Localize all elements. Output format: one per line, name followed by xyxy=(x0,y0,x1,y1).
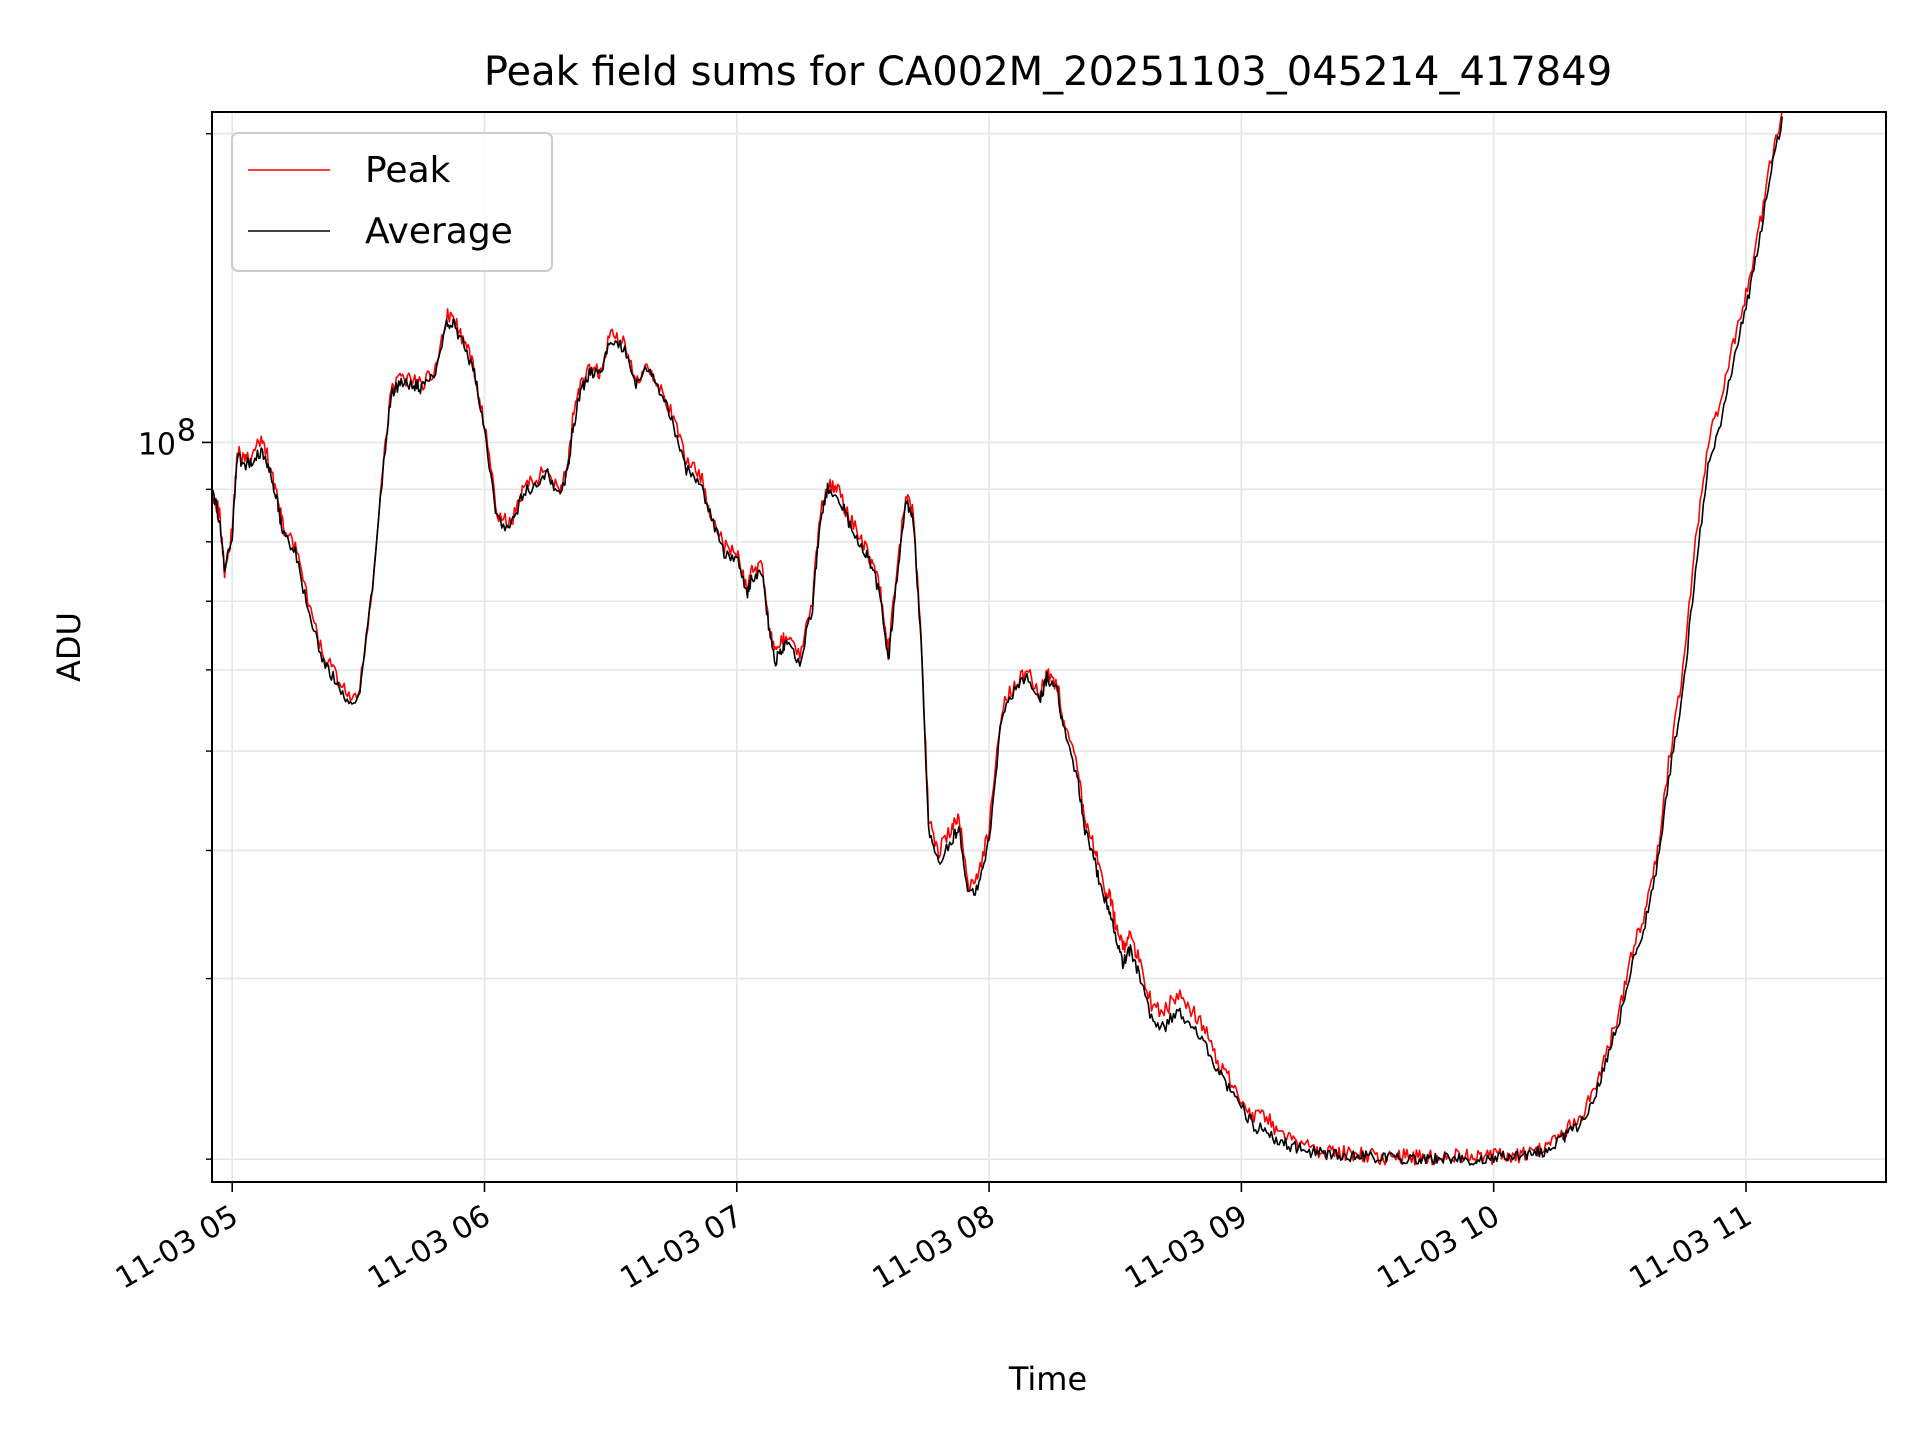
legend-box xyxy=(231,132,553,272)
legend: Peak Average xyxy=(231,132,553,272)
legend-label-peak: Peak xyxy=(365,150,451,191)
series-line-average xyxy=(212,116,1783,1166)
x-axis-title: Time xyxy=(1008,1360,1087,1398)
series-line-peak xyxy=(212,112,1783,1166)
chart-title: Peak field sums for CA002M_20251103_0452… xyxy=(484,49,1612,95)
grid xyxy=(212,112,1886,1182)
legend-label-average: Average xyxy=(365,211,513,252)
plot-frame xyxy=(211,111,1887,1183)
y-axis-title: ADU xyxy=(50,612,88,682)
y-tick-label-exponent: 8 xyxy=(177,413,196,448)
series-group xyxy=(212,112,1783,1166)
y-tick-label: 10 xyxy=(138,427,176,462)
